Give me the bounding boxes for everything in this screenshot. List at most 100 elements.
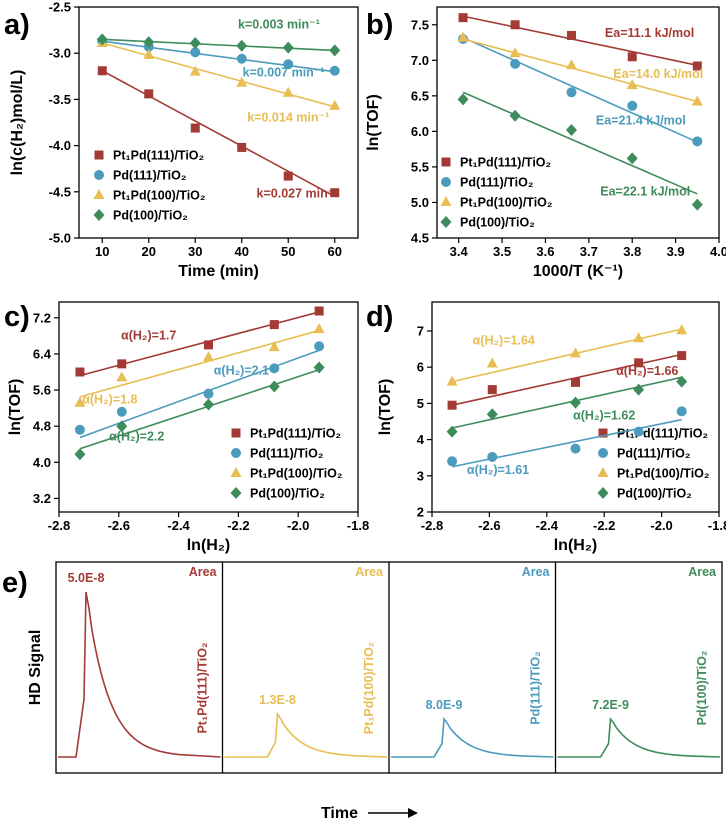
data-point bbox=[269, 363, 280, 374]
data-point bbox=[510, 58, 521, 69]
y-tick-label: 6.0 bbox=[411, 124, 429, 139]
peak-label: 7.2E-9 bbox=[592, 698, 629, 712]
data-point bbox=[190, 123, 200, 133]
data-point bbox=[692, 61, 702, 71]
series-pt_pd111: Ea=11.1 kJ/mol Pt₁Pd(111)/TiO₂ bbox=[441, 13, 702, 170]
annotation: α(H₂)=1.61 bbox=[467, 463, 529, 477]
x-tick-label: -1.8 bbox=[708, 518, 726, 533]
plot-frame bbox=[58, 301, 359, 513]
area-tag: Area bbox=[189, 565, 218, 579]
data-point bbox=[236, 76, 248, 87]
x-axis-label: Time bbox=[321, 805, 358, 822]
data-point bbox=[269, 320, 279, 330]
data-point bbox=[203, 388, 214, 399]
legend-marker bbox=[441, 157, 451, 167]
fit-line bbox=[451, 328, 682, 383]
data-point bbox=[566, 87, 577, 98]
x-tick-label: -2.2 bbox=[593, 518, 615, 533]
panel-e: e) HD Signal Time 5.0E-8 Area Pt₁Pd(111)/TiO₂… bbox=[2, 561, 723, 822]
y-tick-label: -5.0 bbox=[49, 231, 71, 246]
x-tick-label: -2.2 bbox=[227, 518, 249, 533]
series-pd100: Ea=22.1 kJ/mol Pd(100)/TiO₂ bbox=[440, 91, 703, 230]
y-axis-label: ln(c(H₂)mol/L) bbox=[9, 70, 26, 176]
x-tick-label: -2.8 bbox=[421, 518, 443, 533]
data-point bbox=[457, 31, 469, 42]
data-point bbox=[96, 33, 108, 46]
data-point bbox=[510, 20, 520, 30]
y-tick-label: 4 bbox=[417, 432, 425, 447]
data-point bbox=[236, 39, 248, 52]
series-pt_pd100: Ea=14.0 kJ/mol Pt₁Pd(100)/TiO₂ bbox=[440, 31, 703, 210]
x-axis-label: ln(H₂) bbox=[554, 537, 598, 554]
x-tick-label: 4.0 bbox=[710, 244, 726, 259]
trace-line bbox=[224, 711, 388, 758]
legend-label: Pd(111)/TiO₂ bbox=[113, 169, 186, 183]
series-pd100: k=0.003 min⁻¹ Pd(100)/TiO₂ bbox=[93, 17, 341, 223]
legend-label: Pd(111)/TiO₂ bbox=[250, 447, 323, 461]
data-point bbox=[487, 385, 497, 395]
data-point bbox=[97, 66, 107, 76]
y-tick-label: 6.5 bbox=[411, 88, 429, 103]
data-point bbox=[446, 375, 458, 386]
data-point bbox=[283, 59, 294, 70]
x-tick-label: 10 bbox=[95, 244, 109, 259]
series-pt_pd111: k=0.027 min⁻¹ Pt₁Pd(111)/TiO₂ bbox=[94, 66, 340, 200]
series-pt_pd111: α(H₂)=1.66 Pt₁Pd(111)/TiO₂ bbox=[447, 351, 708, 441]
y-axis-label: ln(TOF) bbox=[365, 94, 382, 151]
legend-label: Pt₁Pd(111)/TiO₂ bbox=[250, 427, 341, 441]
y-tick-label: 6 bbox=[417, 360, 424, 375]
legend-label: Pd(100)/TiO₂ bbox=[113, 209, 188, 223]
data-point bbox=[626, 152, 638, 165]
y-tick-label: 7 bbox=[417, 323, 424, 338]
panel-label: d) bbox=[366, 301, 393, 333]
legend-marker bbox=[231, 428, 241, 438]
legend-marker bbox=[441, 177, 451, 187]
annotation: Ea=11.1 kJ/mol bbox=[605, 26, 694, 40]
fit-line bbox=[79, 311, 320, 377]
trace-pd100: 7.2E-9 Area Pd(100)/TiO₂ bbox=[557, 565, 721, 758]
trace-name: Pd(100)/TiO₂ bbox=[695, 651, 709, 726]
data-point bbox=[676, 406, 687, 417]
fit-line bbox=[451, 353, 682, 406]
legend-label: Pt₁Pd(100)/TiO₂ bbox=[617, 467, 709, 481]
x-tick-label: -2.4 bbox=[536, 518, 559, 533]
legend-label: Pt₁Pd(100)/TiO₂ bbox=[113, 189, 205, 203]
panel-label: b) bbox=[366, 9, 393, 41]
fit-line bbox=[79, 329, 320, 398]
data-point bbox=[570, 347, 581, 358]
legend-marker bbox=[598, 428, 608, 438]
data-point bbox=[314, 341, 325, 352]
x-tick-label: 3.7 bbox=[580, 244, 598, 259]
annotation: α(H₂)=1.62 bbox=[573, 409, 635, 423]
peak-label: 8.0E-9 bbox=[426, 698, 463, 712]
annotation: k=0.027 min⁻¹ bbox=[257, 186, 339, 200]
legend-label: Pt₁Pd(100)/TiO₂ bbox=[460, 196, 552, 210]
legend-marker bbox=[230, 487, 242, 499]
data-point bbox=[566, 30, 576, 40]
y-tick-label: 7.5 bbox=[411, 17, 429, 32]
y-tick-label: -3.0 bbox=[49, 46, 71, 61]
series-pt_pd100: k=0.014 min⁻¹ Pt₁Pd(100)/TiO₂ bbox=[93, 37, 341, 203]
x-tick-label: -2.8 bbox=[48, 518, 70, 533]
y-tick-label: -2.5 bbox=[49, 0, 71, 15]
fit-line bbox=[79, 368, 320, 450]
legend-marker bbox=[598, 448, 608, 458]
x-tick-label: 3.8 bbox=[623, 244, 641, 259]
data-point bbox=[189, 65, 201, 76]
x-tick-label: 3.5 bbox=[493, 244, 511, 259]
data-point bbox=[203, 351, 214, 362]
data-point bbox=[190, 47, 201, 58]
annotation: Ea=14.0 kJ/mol bbox=[613, 67, 703, 81]
x-tick-label: 3.4 bbox=[450, 244, 469, 259]
annotation: k=0.014 min⁻¹ bbox=[247, 111, 329, 125]
legend-marker bbox=[597, 467, 609, 477]
fit-line bbox=[462, 38, 698, 103]
y-axis-label: ln(TOF) bbox=[7, 379, 24, 436]
x-tick-label: 3.6 bbox=[536, 244, 554, 259]
legend-label: Pd(100)/TiO₂ bbox=[250, 487, 325, 501]
legend-marker bbox=[94, 170, 104, 180]
trace-line bbox=[58, 591, 221, 758]
fit-line bbox=[462, 36, 698, 143]
y-tick-label: -3.5 bbox=[49, 92, 71, 107]
fit-line bbox=[102, 40, 335, 73]
